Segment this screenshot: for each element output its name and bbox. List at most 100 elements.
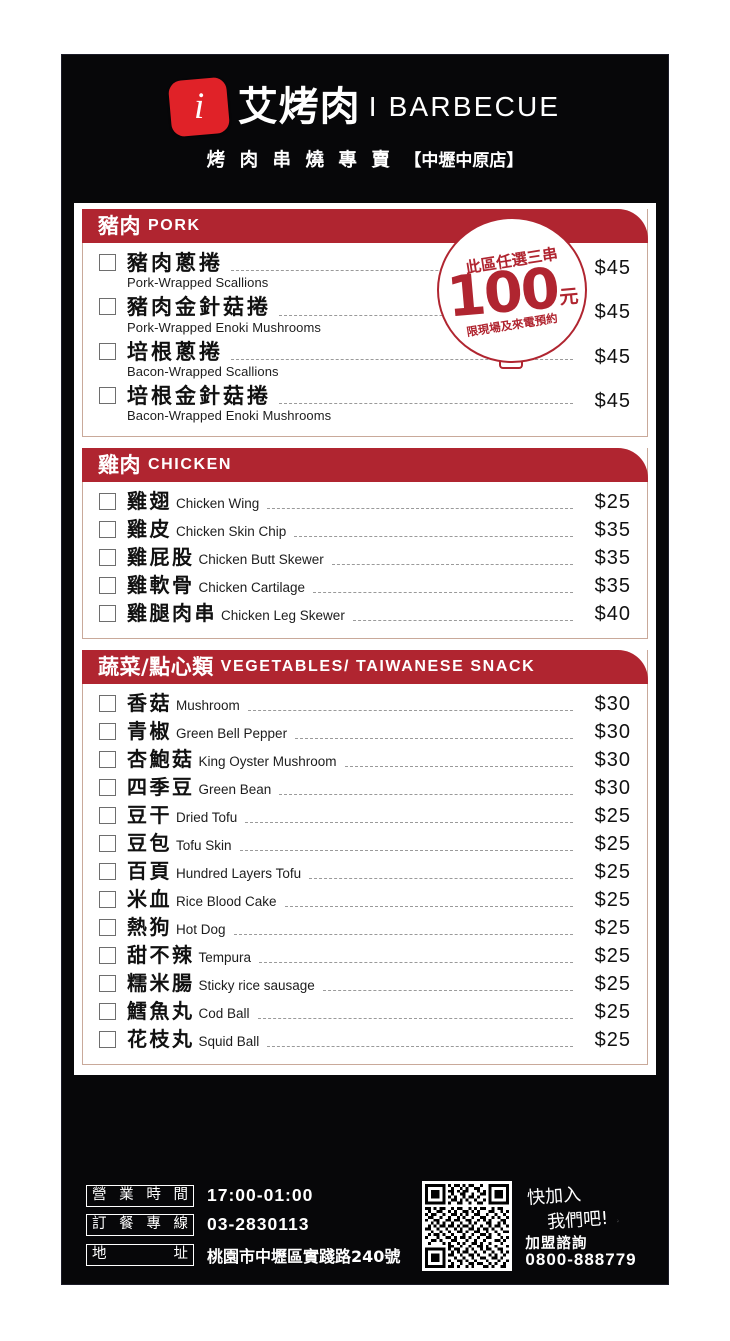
- item-name-line: 培根蔥捲: [127, 339, 579, 365]
- menu-section: 豬肉 PORK 豬肉蔥捲 Pork-Wrapped Scallions $45 豬肉金針菇…: [82, 209, 648, 437]
- leader-line: [279, 314, 573, 316]
- handwriting-line-2: 我們吧!: [546, 1207, 610, 1233]
- menu-item-row[interactable]: 豆包 Tofu Skin $25: [99, 831, 631, 859]
- item-name-cn: 糯米腸: [127, 971, 195, 995]
- item-checkbox[interactable]: [99, 695, 116, 712]
- item-checkbox[interactable]: [99, 863, 116, 880]
- item-checkbox[interactable]: [99, 493, 116, 510]
- menu-item-row[interactable]: 雞屁股 Chicken Butt Skewer $35: [99, 545, 631, 573]
- menu-item-row[interactable]: 熱狗 Hot Dog $25: [99, 915, 631, 943]
- brand-name-en: I BARBECUE: [368, 91, 561, 122]
- menu-item-row[interactable]: 杏鮑菇 King Oyster Mushroom $30: [99, 747, 631, 775]
- franchise-phone[interactable]: 0800-888779: [525, 1249, 637, 1269]
- menu-item-row[interactable]: 豬肉蔥捲 Pork-Wrapped Scallions $45: [99, 250, 631, 294]
- footer-value[interactable]: 03-2830113: [207, 1214, 310, 1234]
- menu-item-row[interactable]: 青椒 Green Bell Pepper $30: [99, 719, 631, 747]
- menu-item-row[interactable]: 豬肉金針菇捲 Pork-Wrapped Enoki Mushrooms $45: [99, 294, 631, 338]
- item-text: 豬肉金針菇捲 Pork-Wrapped Enoki Mushrooms: [127, 294, 579, 338]
- footer-value: 17:00-01:00: [207, 1185, 314, 1205]
- item-checkbox[interactable]: [99, 975, 116, 992]
- leader-line: [233, 933, 573, 935]
- item-price: $30: [594, 721, 631, 743]
- menu-item-row[interactable]: 四季豆 Green Bean $30: [99, 775, 631, 803]
- menu-item-row[interactable]: 豆干 Dried Tofu $25: [99, 803, 631, 831]
- menu-item-row[interactable]: 雞皮 Chicken Skin Chip $35: [99, 517, 631, 545]
- menu-item-row[interactable]: 培根金針菇捲 Bacon-Wrapped Enoki Mushrooms $45: [99, 383, 631, 427]
- item-checkbox[interactable]: [99, 298, 116, 316]
- item-checkbox[interactable]: [99, 891, 116, 908]
- menu-item-row[interactable]: 雞腿肉串 Chicken Leg Skewer $40: [99, 601, 631, 629]
- item-price: $30: [594, 749, 631, 771]
- item-text: 米血 Rice Blood Cake: [127, 887, 579, 912]
- footer-label-char: 時: [146, 1187, 161, 1204]
- item-text: 四季豆 Green Bean: [127, 775, 579, 800]
- item-text: 鱈魚丸 Cod Ball: [127, 999, 579, 1024]
- footer-label-char: 址: [173, 1246, 189, 1263]
- menu-item-row[interactable]: 鱈魚丸 Cod Ball $25: [99, 999, 631, 1027]
- item-price: $25: [594, 889, 631, 911]
- item-checkbox[interactable]: [99, 1031, 116, 1048]
- logo-letter: i: [193, 85, 204, 127]
- footer-row: 地 址 桃園市中壢區實踐路240號: [86, 1243, 400, 1267]
- item-checkbox[interactable]: [99, 947, 116, 964]
- item-checkbox[interactable]: [99, 723, 116, 740]
- item-text: 熱狗 Hot Dog: [127, 915, 579, 940]
- menu-item-row[interactable]: 培根蔥捲 Bacon-Wrapped Scallions $45: [99, 339, 631, 383]
- leader-line: [309, 877, 573, 879]
- item-checkbox[interactable]: [99, 751, 116, 768]
- item-checkbox[interactable]: [99, 835, 116, 852]
- item-name-en: Rice Blood Cake: [176, 894, 277, 909]
- menu-item-row[interactable]: 糯米腸 Sticky rice sausage $25: [99, 971, 631, 999]
- item-name-en: Pork-Wrapped Scallions: [127, 275, 269, 291]
- item-text: 培根金針菇捲 Bacon-Wrapped Enoki Mushrooms: [127, 383, 579, 427]
- leader-line: [267, 1045, 573, 1047]
- item-checkbox[interactable]: [99, 342, 116, 360]
- leader-line: [239, 849, 573, 851]
- section-title-en: CHICKEN: [148, 456, 233, 473]
- item-checkbox[interactable]: [99, 919, 116, 936]
- menu-item-row[interactable]: 雞翅 Chicken Wing $25: [99, 489, 631, 517]
- footer-label: 訂餐專線: [86, 1213, 194, 1236]
- menu-item-row[interactable]: 甜不辣 Tempura $25: [99, 943, 631, 971]
- item-text: 豆包 Tofu Skin: [127, 831, 579, 856]
- item-checkbox[interactable]: [99, 386, 116, 404]
- leader-line: [344, 765, 573, 767]
- item-checkbox[interactable]: [99, 577, 116, 594]
- menu-item-row[interactable]: 花枝丸 Squid Ball $25: [99, 1027, 631, 1055]
- footer-value: 桃園市中壢區實踐路240號: [207, 1246, 401, 1266]
- leader-line: [231, 269, 573, 272]
- item-price: $35: [594, 519, 631, 541]
- item-price: $25: [594, 491, 631, 513]
- leader-line: [295, 737, 573, 739]
- qr-code-icon[interactable]: [422, 1180, 513, 1271]
- brand-row: i 艾烤肉 I BARBECUE: [167, 76, 561, 138]
- leader-line: [331, 563, 573, 565]
- section-items: 香菇 Mushroom $30 青椒 Green Bell Pepper $30 杏鮑菇 Ki…: [83, 684, 647, 1064]
- item-name-cn: 豆包: [127, 831, 172, 855]
- item-checkbox[interactable]: [99, 521, 116, 538]
- item-name-cn: 豬肉金針菇捲: [127, 295, 271, 320]
- item-checkbox[interactable]: [99, 549, 116, 566]
- footer-label-char: 專: [146, 1216, 161, 1233]
- item-checkbox[interactable]: [99, 1003, 116, 1020]
- item-checkbox[interactable]: [99, 779, 116, 796]
- item-name-en: Chicken Skin Chip: [176, 524, 287, 539]
- menu-item-row[interactable]: 香菇 Mushroom $30: [99, 691, 631, 719]
- footer-label: 營業時間: [86, 1184, 194, 1207]
- item-checkbox[interactable]: [99, 807, 116, 824]
- item-price: $30: [594, 777, 631, 799]
- item-text: 培根蔥捲 Bacon-Wrapped Scallions: [127, 339, 579, 383]
- item-checkbox[interactable]: [99, 605, 116, 622]
- menu-item-row[interactable]: 百頁 Hundred Layers Tofu $25: [99, 859, 631, 887]
- brand-store-name: 【中壢中原店】: [404, 151, 524, 171]
- item-price: $25: [594, 805, 631, 827]
- menu-item-row[interactable]: 雞軟骨 Chicken Cartilage $35: [99, 573, 631, 601]
- menu-item-row[interactable]: 米血 Rice Blood Cake $25: [99, 887, 631, 915]
- item-text: 雞軟骨 Chicken Cartilage: [127, 573, 579, 598]
- footer-label-char: 間: [173, 1187, 188, 1204]
- item-name-cn: 米血: [127, 887, 172, 911]
- footer-label-char: 地: [92, 1246, 107, 1263]
- item-checkbox[interactable]: [99, 254, 116, 271]
- section-header: 雞肉 CHICKEN: [82, 448, 648, 482]
